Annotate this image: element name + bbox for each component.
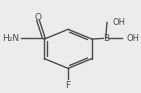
Text: F: F [66, 81, 71, 90]
Text: OH: OH [126, 34, 139, 43]
Text: OH: OH [113, 18, 126, 27]
Text: O: O [35, 13, 42, 22]
Text: H₂N: H₂N [3, 34, 20, 43]
Text: B: B [103, 34, 109, 43]
